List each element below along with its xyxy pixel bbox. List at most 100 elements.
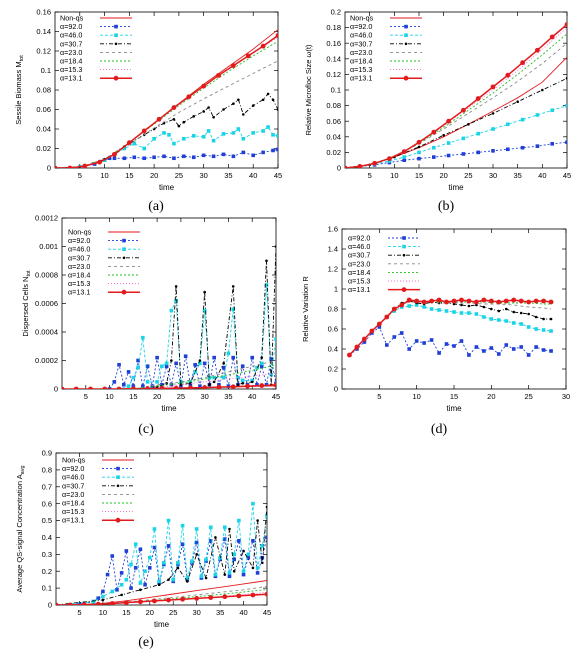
y-tick-label: 0.9 xyxy=(42,449,52,458)
data-point xyxy=(236,593,242,599)
legend-label: α=18.4 xyxy=(350,57,372,66)
x-tick-label: 10 xyxy=(100,171,108,180)
data-point xyxy=(214,536,217,539)
data-point xyxy=(407,347,411,351)
legend-label: α=92.0 xyxy=(60,22,82,31)
data-point xyxy=(55,165,58,168)
legend-marker xyxy=(402,253,406,257)
data-point xyxy=(152,136,156,141)
data-point xyxy=(142,146,146,151)
data-point xyxy=(155,380,159,384)
data-point xyxy=(504,307,508,311)
data-point xyxy=(82,163,88,168)
data-point xyxy=(490,307,493,311)
data-point xyxy=(387,156,392,162)
data-point xyxy=(131,384,136,388)
x-tick-label: 15 xyxy=(415,171,423,180)
data-point xyxy=(167,578,170,581)
x-tick-label: 40 xyxy=(538,171,546,180)
y-axis-label: Average QS-signal Concentration Aavg xyxy=(15,465,26,592)
x-tick-label: 5 xyxy=(84,392,88,401)
data-point xyxy=(520,60,525,66)
x-axis-label: time xyxy=(448,183,464,192)
data-point xyxy=(191,155,196,160)
data-point xyxy=(172,156,176,161)
data-point xyxy=(109,601,115,605)
data-point xyxy=(376,321,382,327)
data-point xyxy=(174,285,178,288)
data-point xyxy=(474,345,479,349)
data-point xyxy=(172,117,176,121)
data-point xyxy=(232,102,235,105)
data-point xyxy=(274,337,276,341)
series-group xyxy=(55,29,278,168)
data-point xyxy=(264,283,269,287)
data-point xyxy=(399,302,405,308)
data-point xyxy=(231,355,235,360)
data-point xyxy=(505,72,511,78)
data-point xyxy=(222,362,225,365)
data-point xyxy=(142,156,146,161)
data-point xyxy=(122,156,127,161)
data-point xyxy=(95,601,101,605)
data-point xyxy=(266,125,270,129)
data-point xyxy=(399,331,404,335)
x-tick-label: 20 xyxy=(439,171,447,180)
plot-frame xyxy=(54,11,279,169)
data-point xyxy=(541,88,544,92)
data-point xyxy=(231,154,236,159)
legend-marker xyxy=(116,466,120,471)
data-point xyxy=(241,136,246,141)
data-point xyxy=(119,582,124,587)
legend-label: α=18.4 xyxy=(62,499,84,508)
data-point xyxy=(242,549,245,553)
data-point xyxy=(194,596,200,601)
data-point xyxy=(176,560,180,565)
y-tick-label: 1.6 xyxy=(328,225,338,234)
data-point xyxy=(180,523,185,528)
y-tick-label: 0.8 xyxy=(42,465,52,474)
data-point xyxy=(542,317,545,321)
data-point xyxy=(489,346,494,350)
data-point xyxy=(271,133,275,137)
legend-label: α=15.3 xyxy=(62,507,84,516)
data-point xyxy=(256,519,259,522)
data-point xyxy=(172,141,176,146)
y-tick-label: 0.18 xyxy=(326,23,341,32)
plot-frame xyxy=(61,217,277,390)
data-point xyxy=(250,592,256,598)
data-point xyxy=(208,525,213,530)
data-point xyxy=(274,245,276,248)
x-tick-label: 20 xyxy=(146,608,154,617)
data-point xyxy=(391,306,397,312)
data-point xyxy=(166,597,171,603)
y-tick-label: 0.8 xyxy=(328,305,338,314)
y-tick-label: 0.14 xyxy=(326,54,341,63)
data-point xyxy=(171,105,177,110)
data-point xyxy=(141,384,145,388)
x-tick-label: 35 xyxy=(224,171,232,180)
data-point xyxy=(105,572,110,577)
data-point xyxy=(174,298,178,303)
data-point xyxy=(475,303,478,307)
data-point xyxy=(222,594,228,600)
y-axis-label: Dispersed Cells Ntot xyxy=(21,270,32,337)
data-point xyxy=(198,361,202,366)
data-point xyxy=(157,583,161,587)
data-point xyxy=(491,149,495,153)
data-point xyxy=(261,98,265,102)
data-point xyxy=(246,555,251,560)
data-point xyxy=(145,386,150,389)
data-point xyxy=(476,150,480,155)
data-point xyxy=(271,148,275,153)
data-point xyxy=(265,513,267,518)
data-point xyxy=(414,339,419,343)
legend: Non-qsα=92.0α=46.0α=30.7α=23.0α=18.4α=15… xyxy=(62,456,134,525)
data-point xyxy=(260,544,265,548)
y-tick-label: 0.08 xyxy=(36,86,51,95)
data-point xyxy=(101,598,105,602)
data-point xyxy=(162,131,166,135)
data-point xyxy=(417,156,421,161)
legend-label: α=30.7 xyxy=(62,481,84,490)
